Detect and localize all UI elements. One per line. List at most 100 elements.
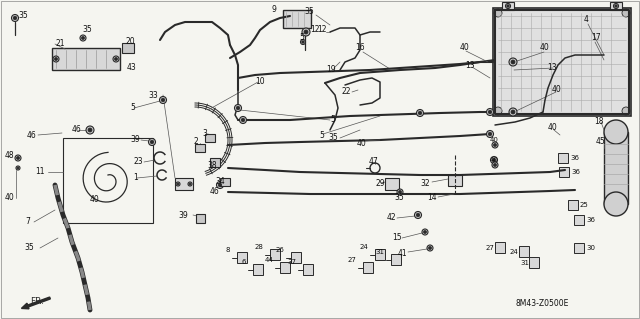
Text: 35: 35 <box>18 11 28 19</box>
Circle shape <box>17 167 19 169</box>
Bar <box>385 178 399 190</box>
Text: 43: 43 <box>127 63 137 71</box>
Text: 12: 12 <box>310 26 319 34</box>
Text: 45: 45 <box>596 137 605 146</box>
Circle shape <box>511 60 515 64</box>
Circle shape <box>429 247 431 249</box>
Circle shape <box>189 183 191 185</box>
Text: 35: 35 <box>304 8 314 17</box>
Circle shape <box>17 157 19 160</box>
Circle shape <box>216 182 223 189</box>
Text: 24: 24 <box>510 249 519 255</box>
Circle shape <box>176 182 180 186</box>
Text: 38: 38 <box>207 160 216 169</box>
Bar <box>52 48 120 70</box>
Text: 27: 27 <box>486 245 495 251</box>
Circle shape <box>397 189 403 195</box>
Circle shape <box>486 130 493 137</box>
Text: FR.: FR. <box>30 298 44 307</box>
Text: 28: 28 <box>254 244 263 250</box>
Circle shape <box>492 162 498 168</box>
Circle shape <box>509 58 517 66</box>
Circle shape <box>234 105 241 112</box>
Circle shape <box>301 41 304 43</box>
Bar <box>220 178 230 186</box>
Bar <box>122 43 134 53</box>
Text: 18: 18 <box>594 117 604 127</box>
Circle shape <box>113 56 119 62</box>
Circle shape <box>218 183 221 187</box>
Text: 40: 40 <box>540 43 550 53</box>
Text: 48: 48 <box>5 151 15 160</box>
Bar <box>375 249 385 260</box>
Text: 46: 46 <box>27 130 36 139</box>
Text: 5: 5 <box>319 131 324 140</box>
Text: 40: 40 <box>490 137 499 143</box>
Circle shape <box>416 213 420 217</box>
Text: 13: 13 <box>465 61 475 70</box>
Circle shape <box>424 231 426 234</box>
Circle shape <box>486 108 493 115</box>
Circle shape <box>81 36 84 40</box>
Circle shape <box>494 107 502 115</box>
Text: 9: 9 <box>272 5 277 14</box>
Circle shape <box>490 157 497 164</box>
Bar <box>495 242 505 253</box>
Text: 31: 31 <box>520 260 529 266</box>
Circle shape <box>488 132 492 136</box>
Text: 35: 35 <box>82 26 92 34</box>
Text: 46: 46 <box>210 188 220 197</box>
Text: 40: 40 <box>90 196 100 204</box>
Text: 27: 27 <box>347 257 356 263</box>
Circle shape <box>604 120 628 144</box>
Circle shape <box>304 30 308 34</box>
Circle shape <box>507 5 509 7</box>
Text: 40: 40 <box>357 138 367 147</box>
Bar <box>237 252 247 263</box>
Circle shape <box>419 111 422 115</box>
Text: 35: 35 <box>24 243 34 253</box>
Bar <box>291 252 301 263</box>
Text: 34: 34 <box>215 177 225 187</box>
Text: 44: 44 <box>264 257 273 263</box>
Circle shape <box>15 155 21 161</box>
Bar <box>210 158 220 167</box>
Text: 12: 12 <box>317 26 326 34</box>
Circle shape <box>427 245 433 251</box>
Circle shape <box>150 140 154 144</box>
Bar <box>559 167 569 177</box>
Text: 37: 37 <box>287 259 296 265</box>
Circle shape <box>622 107 630 115</box>
Bar <box>63 138 153 223</box>
Circle shape <box>241 118 244 122</box>
Bar <box>205 134 215 142</box>
Circle shape <box>13 16 17 20</box>
Bar <box>529 257 539 268</box>
Text: 42: 42 <box>387 213 397 222</box>
Circle shape <box>302 28 310 36</box>
Text: 40: 40 <box>548 123 557 132</box>
Circle shape <box>159 97 166 103</box>
Text: 23: 23 <box>133 158 143 167</box>
Circle shape <box>622 9 630 17</box>
Circle shape <box>161 98 164 102</box>
Text: 29: 29 <box>375 180 385 189</box>
Bar <box>303 264 313 275</box>
Bar <box>604 132 628 204</box>
Text: 8M43-Z0500E: 8M43-Z0500E <box>516 300 570 308</box>
Text: 17: 17 <box>591 33 600 42</box>
Text: 41: 41 <box>398 249 408 257</box>
Bar <box>519 246 529 257</box>
Bar <box>391 254 401 265</box>
Circle shape <box>492 158 496 162</box>
Text: 46: 46 <box>72 125 82 135</box>
Text: 15: 15 <box>392 234 402 242</box>
Bar <box>574 215 584 225</box>
Bar <box>280 262 290 273</box>
Text: 47: 47 <box>369 158 379 167</box>
Text: 2: 2 <box>193 137 198 146</box>
Text: 25: 25 <box>580 202 589 208</box>
Text: 24: 24 <box>359 244 368 250</box>
Circle shape <box>493 144 497 146</box>
Text: 19: 19 <box>326 65 335 75</box>
